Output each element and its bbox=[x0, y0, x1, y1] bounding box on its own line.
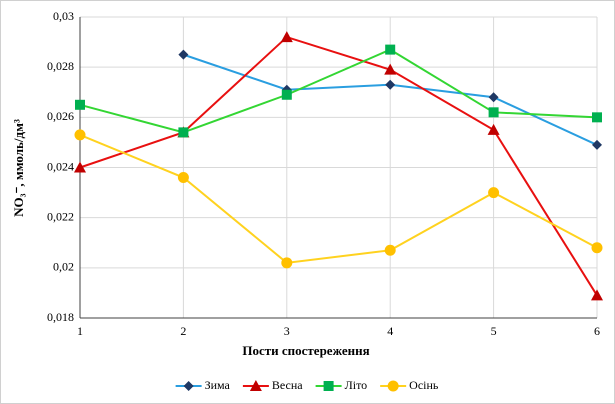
y-tick-label: 0,024 bbox=[47, 159, 74, 173]
series-line bbox=[79, 35, 598, 296]
legend-marker bbox=[387, 380, 399, 392]
legend-label: Зима bbox=[205, 378, 231, 392]
data-point bbox=[178, 49, 189, 60]
data-point bbox=[281, 257, 293, 269]
y-tick-label: 0,026 bbox=[47, 109, 74, 123]
data-point bbox=[385, 44, 396, 55]
y-tick-label: 0,02 bbox=[53, 260, 74, 274]
data-point bbox=[384, 63, 397, 75]
series-line bbox=[79, 48, 598, 134]
x-tick-label: 3 bbox=[284, 324, 290, 338]
x-tick-label: 4 bbox=[387, 324, 393, 338]
data-point bbox=[178, 127, 189, 138]
data-point bbox=[591, 242, 603, 254]
data-point bbox=[280, 31, 293, 43]
data-point bbox=[74, 161, 86, 173]
data-point bbox=[488, 187, 500, 199]
legend-label: Весна bbox=[272, 378, 303, 392]
y-tick-label: 0,022 bbox=[47, 209, 74, 223]
data-point bbox=[488, 107, 499, 118]
data-point bbox=[384, 244, 396, 256]
legend-label: Осінь bbox=[409, 378, 439, 392]
legend-marker bbox=[249, 380, 262, 391]
y-axis-title: NO₃⁻, ммоль/дм³ bbox=[11, 119, 26, 217]
legend-label: Літо bbox=[345, 378, 368, 392]
data-point bbox=[177, 172, 189, 184]
legend-marker bbox=[323, 381, 334, 391]
data-point bbox=[385, 79, 396, 90]
data-point bbox=[487, 123, 500, 135]
x-tick-label: 2 bbox=[180, 324, 186, 338]
data-point bbox=[592, 139, 602, 150]
x-tick-label: 6 bbox=[594, 324, 600, 338]
x-axis-title: Пости спостереження bbox=[242, 343, 369, 358]
data-point bbox=[281, 89, 292, 100]
x-tick-label: 5 bbox=[491, 324, 497, 338]
y-tick-label: 0,018 bbox=[47, 310, 74, 324]
y-tick-label: 0,03 bbox=[53, 9, 74, 23]
data-point bbox=[591, 289, 603, 301]
data-point bbox=[75, 99, 85, 110]
x-tick-label: 1 bbox=[77, 324, 83, 338]
legend-marker bbox=[183, 381, 194, 391]
data-point bbox=[488, 92, 499, 103]
data-point bbox=[592, 112, 602, 123]
y-tick-label: 0,028 bbox=[47, 59, 74, 73]
data-point bbox=[74, 129, 86, 141]
series-line bbox=[79, 133, 598, 264]
